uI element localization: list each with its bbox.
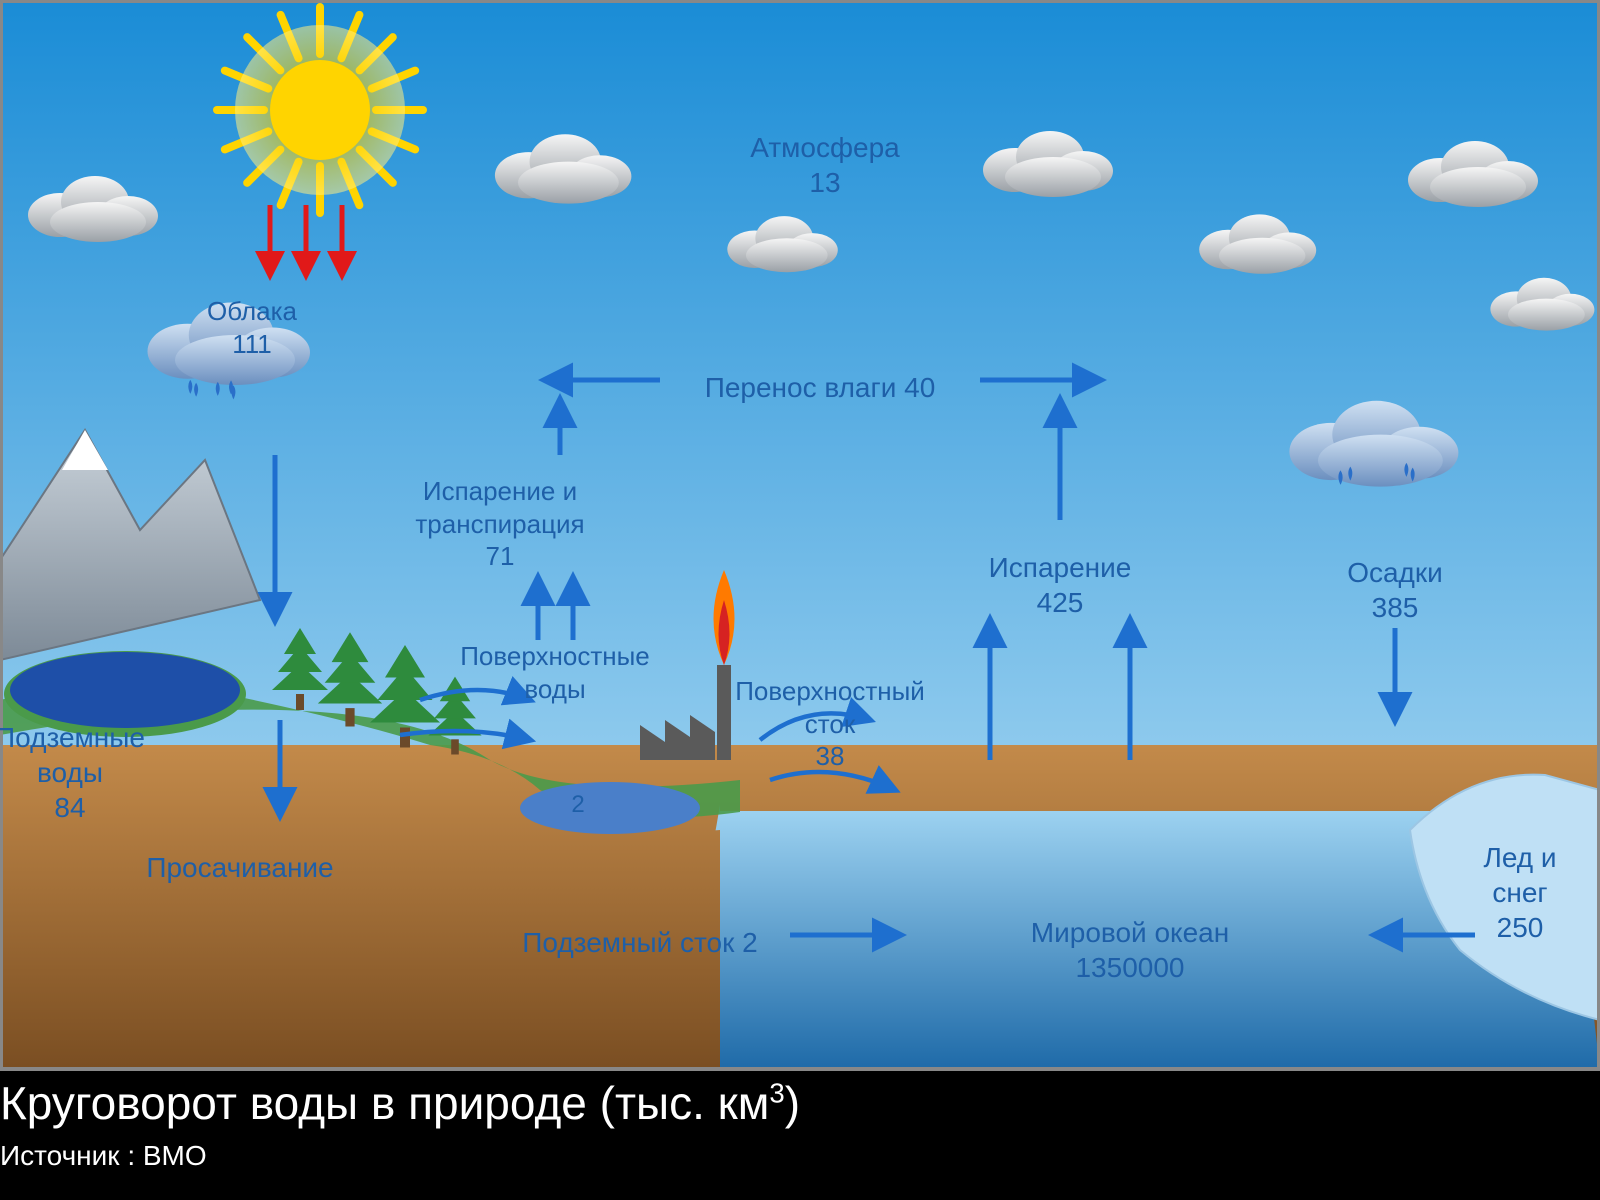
label-groundwater: Подземныеводы84 bbox=[0, 720, 220, 825]
sun-icon bbox=[217, 7, 423, 213]
label-ocean: Мировой океан1350000 bbox=[980, 915, 1280, 985]
diagram-source: Источник : ВМО bbox=[0, 1140, 207, 1172]
water-cycle-diagram: Атмосфера13 Облака111 Перенос влаги 40 И… bbox=[0, 0, 1600, 1200]
label-ice-snow: Лед иснег250 bbox=[1370, 840, 1600, 945]
label-precipitation: Осадки385 bbox=[1245, 555, 1545, 625]
label-surface-runoff: Поверхностныйсток38 bbox=[680, 675, 980, 773]
label-atmosphere: Атмосфера13 bbox=[675, 130, 975, 200]
label-two: 2 bbox=[428, 790, 728, 820]
label-transport: Перенос влаги 40 bbox=[670, 370, 970, 405]
label-evaporation: Испарение425 bbox=[910, 550, 1210, 620]
label-evapotrans: Испарение итранспирация71 bbox=[350, 475, 650, 573]
label-subsurface-flow: Подземный сток 2 bbox=[490, 925, 790, 960]
pond bbox=[10, 652, 240, 728]
label-percolation: Просачивание bbox=[90, 850, 390, 885]
label-clouds: Облака111 bbox=[102, 295, 402, 360]
label-surface-water: Поверхностныеводы bbox=[405, 640, 705, 705]
diagram-title: Круговорот воды в природе (тыс. км3) bbox=[0, 1076, 800, 1130]
